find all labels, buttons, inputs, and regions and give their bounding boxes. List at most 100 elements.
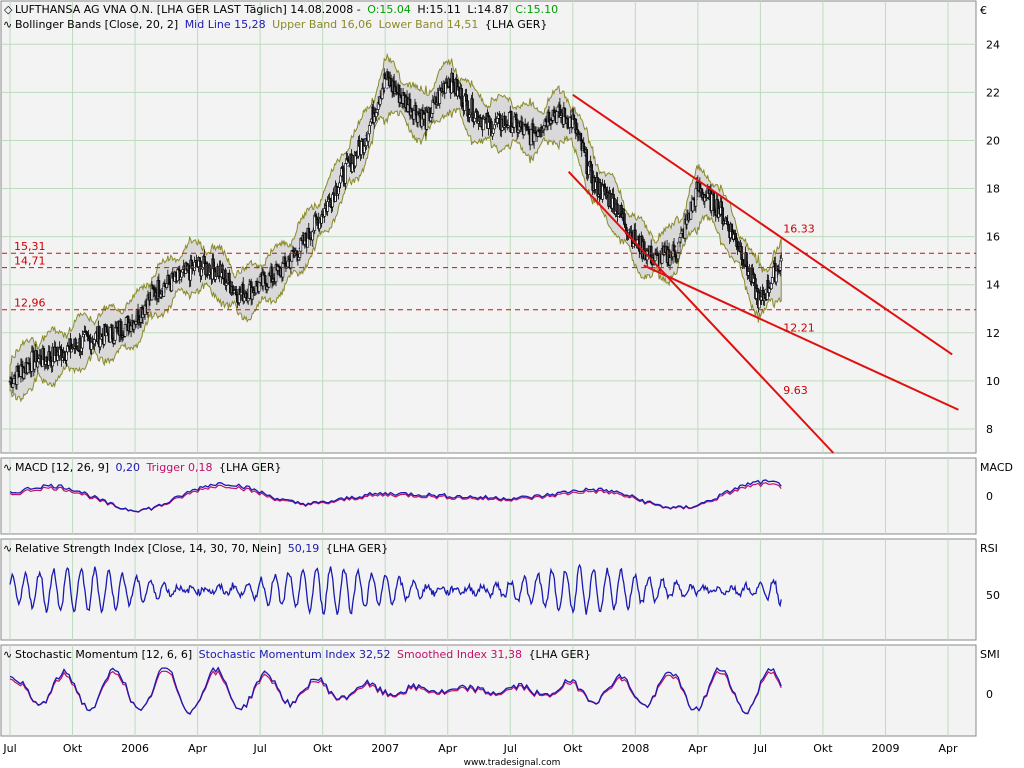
price-candle — [425, 110, 429, 130]
trend-annotation: 9.63 — [783, 384, 808, 397]
rsi-axis-label: RSI — [980, 542, 998, 555]
price-candle — [180, 271, 184, 278]
x-tick-label: Okt — [813, 742, 833, 755]
smi-axis-label: SMI — [980, 648, 1000, 661]
support-level-label: 14,71 — [14, 255, 46, 268]
support-level-label: 15,31 — [14, 240, 46, 253]
x-tick-label: Jul — [252, 742, 266, 755]
macd-axis-label: MACD — [980, 461, 1013, 474]
price-candle — [11, 383, 15, 388]
svg-text:Stochastic Momentum [12, 6, 6]: Stochastic Momentum [12, 6, 6] Stochasti… — [15, 648, 591, 661]
y-tick-label: 0 — [986, 688, 993, 701]
trend-annotation: 16.33 — [783, 223, 815, 236]
svg-text:Bollinger Bands [Close, 20, 2]: Bollinger Bands [Close, 20, 2] Mid Line … — [15, 18, 547, 31]
y-tick-label: 18 — [986, 183, 1000, 196]
smi-series — [9, 666, 782, 715]
macd-series — [9, 479, 782, 513]
bb-upper: Upper Band 16,06 — [272, 18, 372, 31]
price-panel — [0, 0, 977, 454]
x-tick-label: 2009 — [871, 742, 899, 755]
x-tick-label: Okt — [563, 742, 583, 755]
support-levels: 15,31 14,71 12,96 — [2, 240, 976, 311]
smi-panel — [0, 644, 977, 737]
y-tick-label: 24 — [986, 38, 1000, 51]
price-candle — [295, 250, 299, 255]
header-icon: ◇ — [4, 3, 13, 16]
y-tick-label: 0 — [986, 490, 993, 503]
price-candle — [582, 142, 586, 150]
bb-prefix: Bollinger Bands [Close, 20, 2] — [15, 18, 178, 31]
symbol-line: LUFTHANSA AG VNA O.N. [LHA GER LAST Tägl… — [15, 3, 361, 16]
y-tick-label: 20 — [986, 134, 1000, 147]
source-footer: www.tradesignal.com — [464, 758, 561, 768]
rsi-series — [9, 563, 782, 616]
smi-prefix: Stochastic Momentum [12, 6, 6] — [15, 648, 192, 661]
indicator-icon: ∿ — [3, 18, 12, 31]
smi-smoothed: Smoothed Index 31,38 — [397, 648, 522, 661]
price-candle — [482, 118, 485, 131]
price-candle — [81, 336, 84, 349]
smi-line-primary — [9, 666, 782, 715]
x-tick-label: Apr — [438, 742, 458, 755]
price-series — [8, 68, 783, 394]
svg-text:LUFTHANSA AG VNA O.N. [LHA GER: LUFTHANSA AG VNA O.N. [LHA GER LAST Tägl… — [15, 3, 558, 16]
close-value: C:15.10 — [515, 3, 558, 16]
bb-mid: Mid Line 15,28 — [185, 18, 266, 31]
svg-text:Relative Strength Index [Close: Relative Strength Index [Close, 14, 30, … — [15, 542, 388, 555]
rsi-suffix: {LHA GER} — [326, 542, 389, 555]
price-candle — [339, 175, 342, 184]
y-tick-label: 12 — [986, 327, 1000, 340]
price-candle — [473, 117, 476, 122]
x-tick-label: Apr — [688, 742, 708, 755]
x-tick-label: Jul — [503, 742, 517, 755]
x-tick-label: Jul — [2, 742, 16, 755]
y-tick-label: 10 — [986, 375, 1000, 388]
support-level-label: 12,96 — [14, 297, 46, 310]
rsi-value: 50,19 — [288, 542, 320, 555]
x-axis-ticks: Jul Okt 2006 Apr Jul Okt 2007 Apr Jul Okt 2008 Apr J… — [2, 742, 958, 755]
trend-line-lower — [567, 171, 835, 454]
x-tick-label: Jul — [753, 742, 767, 755]
y-tick-label: 50 — [986, 589, 1000, 602]
price-header: ◇ LUFTHANSA AG VNA O.N. [LHA GER LAST Tä… — [3, 3, 987, 31]
low-value: L:14.87 — [467, 3, 508, 16]
y-tick-label: 16 — [986, 231, 1000, 244]
high-value: H:15.11 — [417, 3, 460, 16]
price-candle — [289, 260, 293, 269]
price-candle — [283, 256, 287, 264]
x-tick-label: 2006 — [121, 742, 149, 755]
macd-prefix: MACD [12, 26, 9] — [15, 461, 109, 474]
rsi-prefix: Relative Strength Index [Close, 14, 30, … — [15, 542, 281, 555]
price-candle — [307, 227, 311, 239]
x-tick-label: Okt — [313, 742, 333, 755]
bb-lower: Lower Band 14,51 — [379, 18, 479, 31]
trend-line-middle — [643, 264, 959, 411]
price-candle — [344, 163, 347, 184]
x-tick-label: 2008 — [621, 742, 649, 755]
trend-lines: 16.33 12.21 9.63 — [567, 93, 959, 454]
macd-value: 0,20 — [116, 461, 141, 474]
bollinger-band-area — [9, 52, 782, 403]
currency-label: € — [980, 4, 987, 17]
y-tick-label: 14 — [986, 279, 1000, 292]
smi-header: ∿ Stochastic Momentum [12, 6, 6] Stochas… — [3, 648, 1000, 661]
x-tick-label: 2007 — [371, 742, 399, 755]
price-candle — [779, 257, 783, 262]
indicator-icon: ∿ — [3, 461, 12, 474]
smi-value: Stochastic Momentum Index 32,52 — [199, 648, 391, 661]
y-tick-label: 8 — [986, 423, 993, 436]
trend-annotation: 12.21 — [783, 322, 815, 335]
rsi-line-primary — [9, 563, 782, 616]
macd-panel — [0, 457, 977, 535]
price-candle — [587, 165, 590, 175]
indicator-icon: ∿ — [3, 648, 12, 661]
bb-suffix: {LHA GER} — [485, 18, 548, 31]
price-candle — [281, 263, 285, 278]
y-axis-ticks: 8 10 12 14 16 18 20 22 24 0 50 0 — [986, 38, 1000, 701]
y-tick-label: 22 — [986, 86, 1000, 99]
rsi-header: ∿ Relative Strength Index [Close, 14, 30… — [3, 542, 998, 555]
x-tick-label: Okt — [63, 742, 83, 755]
macd-header: ∿ MACD [12, 26, 9] 0,20 Trigger 0,18 {LH… — [3, 461, 1013, 474]
trend-line-upper — [572, 93, 953, 356]
